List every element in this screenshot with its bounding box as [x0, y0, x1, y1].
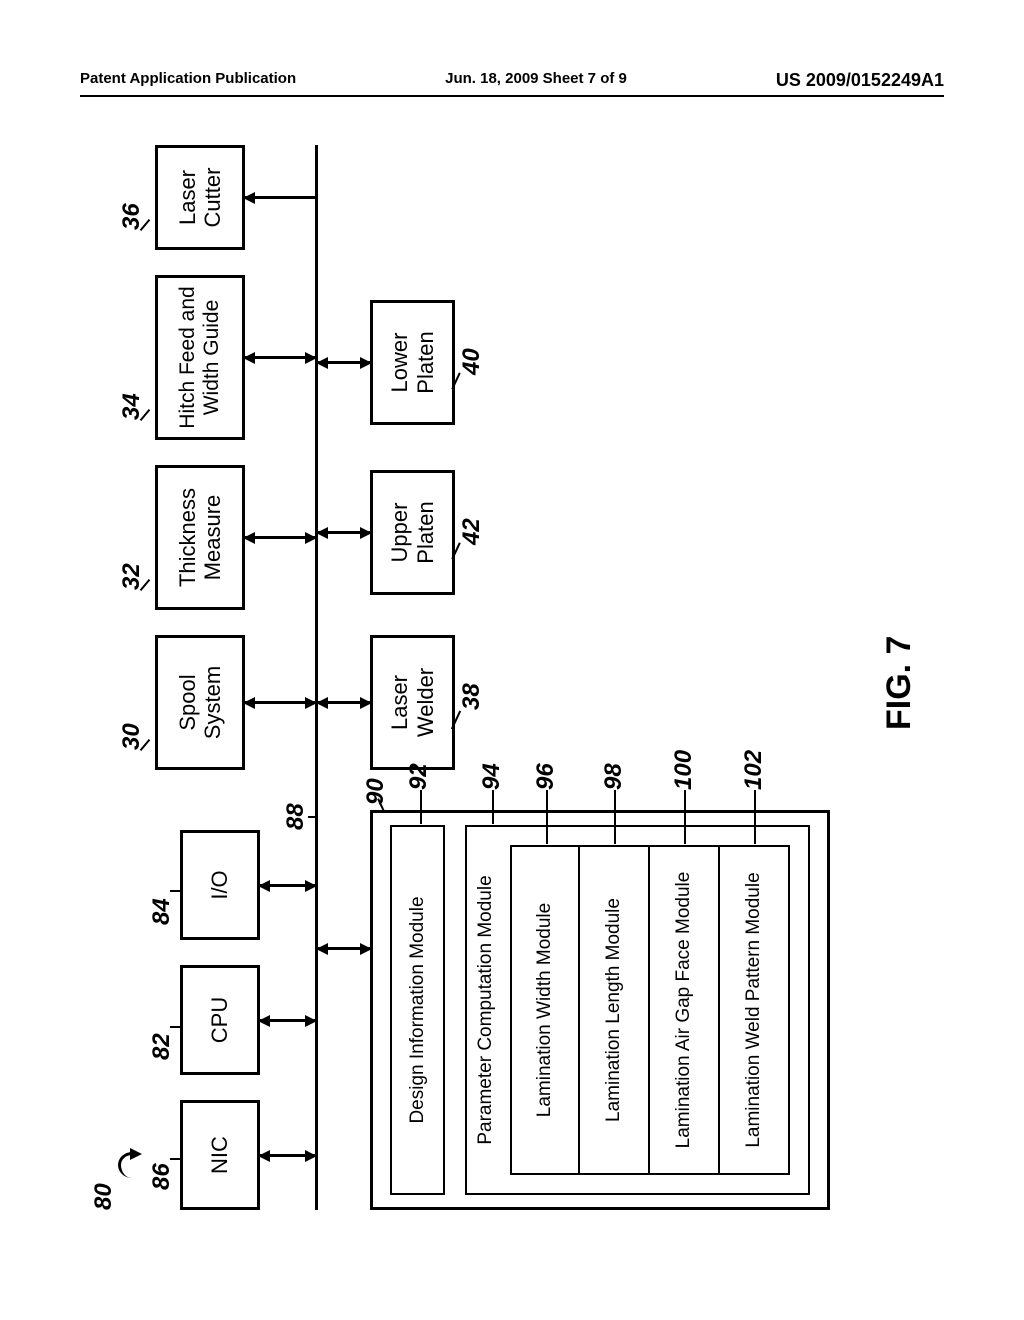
label-hitch: Hitch Feed and Width Guide [176, 284, 224, 431]
header-left: Patent Application Publication [80, 70, 296, 91]
ah-lo-dn [360, 357, 372, 369]
lead-102 [754, 790, 756, 844]
ref-42: 42 [458, 518, 486, 545]
ref-92: 92 [405, 763, 433, 790]
ah-io-up [258, 880, 270, 892]
ah-cpu-dn [305, 1015, 317, 1027]
ref-94: 94 [478, 763, 506, 790]
figure-label: FIG. 7 [880, 636, 919, 730]
label-thickness: Thickness Measure [175, 474, 226, 601]
ah-mem-up [316, 943, 328, 955]
ah-cpu-up [258, 1015, 270, 1027]
ref-80-arrow [130, 1148, 142, 1160]
label-param-comp: Parameter Computation Module [475, 875, 497, 1144]
label-welder: Laser Welder [387, 644, 438, 761]
ah-cut-up [243, 192, 255, 204]
box-hitch: Hitch Feed and Width Guide [155, 275, 245, 440]
ah-nic-up [258, 1150, 270, 1162]
lead-86 [170, 1158, 182, 1160]
mod-lam-weld: Lamination Weld Pattern Module [720, 845, 790, 1175]
lead-94 [492, 790, 494, 824]
lead-92 [420, 790, 422, 824]
label-lam-width: Lamination Width Module [534, 903, 556, 1117]
ah-mem-dn [360, 943, 372, 955]
ah-nic-dn [305, 1150, 317, 1162]
box-cutter: Laser Cutter [155, 145, 245, 250]
ah-spool-up [243, 697, 255, 709]
box-thickness: Thickness Measure [155, 465, 245, 610]
mod-lam-airgap: Lamination Air Gap Face Module [650, 845, 720, 1175]
label-lam-airgap: Lamination Air Gap Face Module [673, 872, 695, 1149]
ref-82: 82 [148, 1033, 176, 1060]
label-lam-length: Lamination Length Module [603, 898, 625, 1122]
label-lam-weld: Lamination Weld Pattern Module [743, 872, 765, 1147]
ref-86: 86 [148, 1163, 176, 1190]
ref-100: 100 [670, 750, 698, 790]
bus-line [315, 145, 318, 1210]
lead-98 [614, 790, 616, 844]
diagram-rotated: 80 NIC 86 CPU 82 I/O 84 Spool System 30 … [70, 130, 950, 1250]
ah-w-up [316, 697, 328, 709]
label-nic: NIC [207, 1136, 232, 1174]
header-center: Jun. 18, 2009 Sheet 7 of 9 [445, 70, 627, 91]
stub-cutter [245, 196, 315, 199]
mod-lam-length: Lamination Length Module [580, 845, 650, 1175]
ref-88: 88 [282, 803, 310, 830]
ref-84: 84 [148, 898, 176, 925]
patent-page: Patent Application Publication Jun. 18, … [0, 0, 1024, 1320]
label-design-info: Design Information Module [407, 896, 429, 1123]
box-upper-platen: Upper Platen [370, 470, 455, 595]
box-nic: NIC [180, 1100, 260, 1210]
ah-lo-up [316, 357, 328, 369]
lead-84 [170, 890, 182, 892]
label-cutter: Laser Cutter [175, 154, 226, 241]
label-spool: Spool System [175, 644, 226, 761]
label-lower-platen: Lower Platen [387, 309, 438, 416]
ref-80: 80 [90, 1183, 118, 1210]
label-upper-platen: Upper Platen [387, 479, 438, 586]
box-lower-platen: Lower Platen [370, 300, 455, 425]
ref-102: 102 [740, 750, 768, 790]
lead-88 [308, 816, 318, 818]
ah-io-dn [305, 880, 317, 892]
label-cpu: CPU [207, 997, 232, 1043]
ref-40: 40 [458, 348, 486, 375]
ah-hitch-up [243, 352, 255, 364]
box-spool: Spool System [155, 635, 245, 770]
ref-90: 90 [362, 778, 390, 805]
lead-96 [546, 790, 548, 844]
mod-design-info: Design Information Module [390, 825, 445, 1195]
lead-82 [170, 1026, 182, 1028]
page-header: Patent Application Publication Jun. 18, … [80, 70, 944, 97]
ah-up-up [316, 527, 328, 539]
header-pubnum: US 2009/0152249A1 [776, 70, 944, 91]
ref-38: 38 [458, 683, 486, 710]
figure-area: 80 NIC 86 CPU 82 I/O 84 Spool System 30 … [70, 130, 950, 1250]
box-welder: Laser Welder [370, 635, 455, 770]
ah-w-dn [360, 697, 372, 709]
ah-thk-up [243, 532, 255, 544]
lead-100 [684, 790, 686, 844]
ref-96: 96 [532, 763, 560, 790]
label-io: I/O [207, 870, 232, 899]
box-io: I/O [180, 830, 260, 940]
ah-up-dn [360, 527, 372, 539]
mod-lam-width: Lamination Width Module [510, 845, 580, 1175]
ref-98: 98 [600, 763, 628, 790]
box-cpu: CPU [180, 965, 260, 1075]
